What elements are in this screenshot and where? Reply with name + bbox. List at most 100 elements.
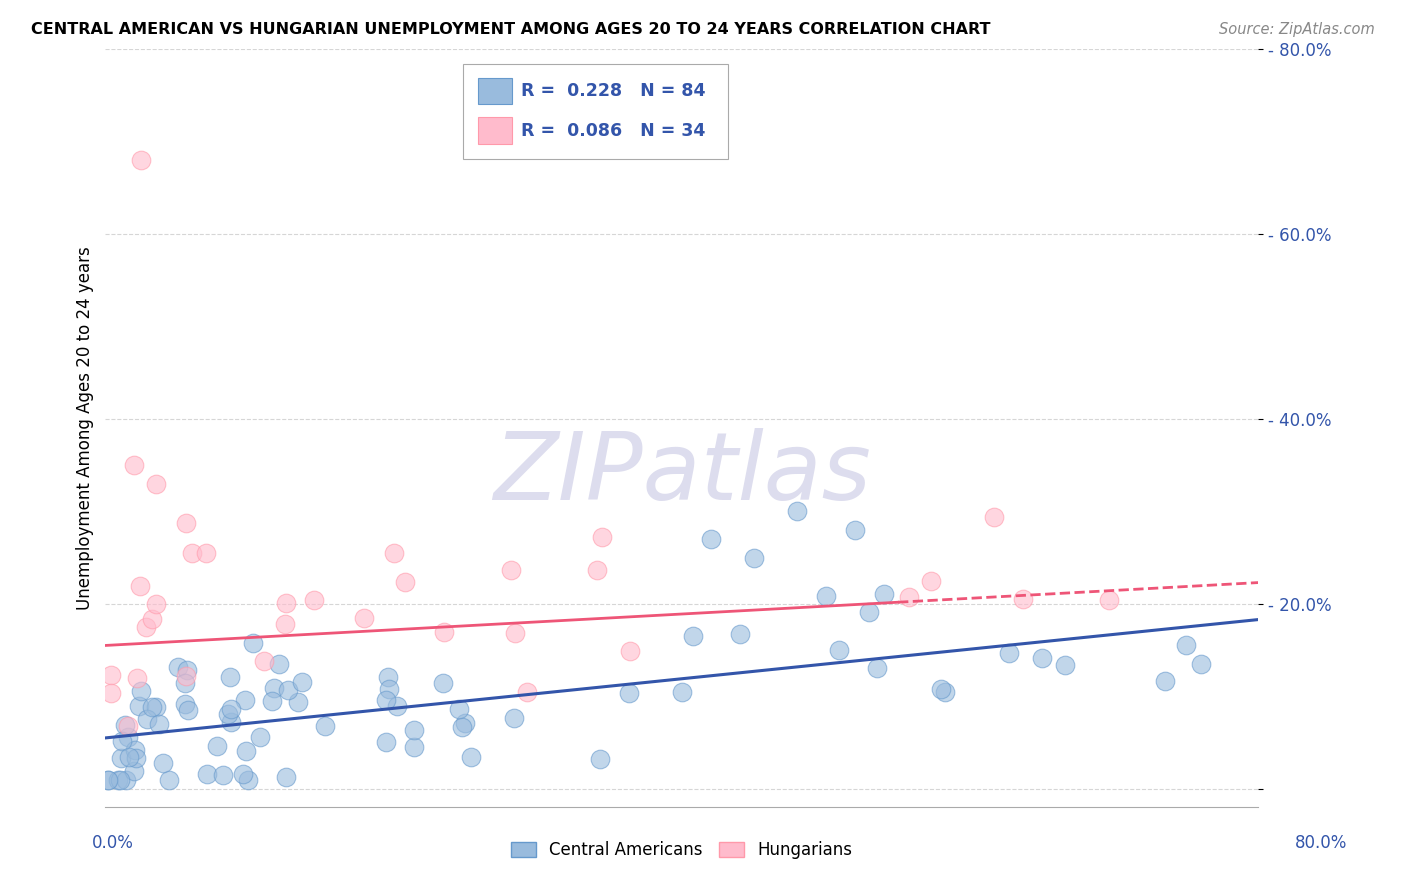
Text: R =  0.228   N = 84: R = 0.228 N = 84 [520,82,704,100]
Point [174,698,197,712]
Text: 80.0%: 80.0% [1295,834,1347,852]
Point [128,579,150,593]
Point [263,681,285,695]
Point [176,663,198,677]
Point [844,523,866,537]
Point [235,744,257,758]
Point [291,674,314,689]
Point [591,530,613,544]
Point [111,734,134,748]
Point [394,575,416,590]
Point [97,772,120,787]
Point [402,739,425,754]
Point [110,750,132,764]
Point [219,715,242,730]
Point [786,504,808,518]
Point [934,684,956,698]
Point [378,681,401,696]
Point [242,636,264,650]
Point [141,612,163,626]
Point [287,695,309,709]
Point [447,702,470,716]
Point [100,686,122,700]
Point [377,670,399,684]
Point [232,767,254,781]
Point [451,720,474,734]
Point [128,699,150,714]
Point [502,711,524,725]
Point [1011,591,1033,606]
Point [460,750,482,764]
Point [375,693,398,707]
Point [353,610,375,624]
Point [728,627,751,641]
Point [815,589,838,603]
Point [267,657,290,671]
Point [828,643,851,657]
Point [176,516,198,531]
Point [233,693,256,707]
Point [866,661,889,675]
Point [274,770,297,784]
Point [177,704,200,718]
Text: ZIPatlas: ZIPatlas [494,428,870,519]
Point [219,702,242,716]
Point [122,764,145,778]
Point [262,694,284,708]
Point [505,625,527,640]
Point [931,681,953,696]
Point [586,563,609,577]
Point [211,768,233,782]
Point [136,712,159,726]
Point [1189,657,1212,672]
Point [920,574,942,588]
Point [858,605,880,619]
Point [124,458,146,472]
Point [700,532,723,546]
Point [277,683,299,698]
Point [114,718,136,732]
Point [382,546,405,560]
Point [314,719,336,733]
Point [145,699,167,714]
Point [118,749,141,764]
FancyBboxPatch shape [463,64,728,159]
Point [180,546,204,560]
Point [125,671,148,685]
Point [217,706,239,721]
Point [516,684,538,698]
Point [1097,592,1119,607]
Point [238,772,260,787]
Point [195,546,218,560]
Point [253,654,276,668]
Point [454,715,477,730]
Point [174,676,197,690]
Point [873,587,896,601]
Point [274,616,297,631]
Point [145,597,167,611]
Legend: Central Americans, Hungarians: Central Americans, Hungarians [505,834,859,865]
Point [166,659,188,673]
Point [998,647,1021,661]
Point [1031,651,1053,665]
Point [387,699,409,714]
Point [374,734,396,748]
Point [404,723,426,737]
Bar [478,118,512,144]
Point [274,596,297,610]
Bar [478,78,512,104]
Point [195,766,218,780]
Point [176,669,198,683]
Point [117,719,139,733]
Point [302,592,325,607]
Point [129,684,152,698]
Point [117,731,139,745]
Point [249,730,271,744]
Point [131,153,153,167]
Point [619,644,641,658]
Text: R =  0.086   N = 34: R = 0.086 N = 34 [520,122,704,140]
Point [499,563,522,577]
Point [983,510,1005,524]
Point [207,739,229,753]
Point [157,772,180,787]
